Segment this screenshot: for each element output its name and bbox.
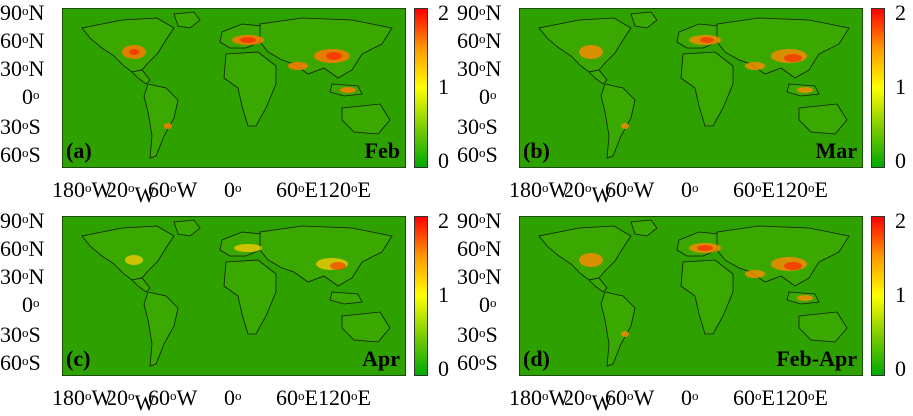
y-tick-label: 30oS — [457, 114, 498, 139]
colorbar — [414, 216, 428, 376]
y-tick-label: 0o — [22, 292, 40, 317]
colorbar-tick-label: 1 — [895, 74, 906, 99]
x-tick-label: 60oW — [148, 177, 198, 202]
y-tick-label: 60oS — [457, 142, 498, 167]
world-map — [519, 216, 863, 376]
colorbar-tick-label: 2 — [438, 208, 449, 233]
map-panel-d: 90oN 60oN 30oN 0o 30oS 60oS (d) Feb-Apr … — [457, 208, 913, 416]
y-tick-label: 30oN — [0, 56, 45, 81]
colorbar-tick-label: 0 — [438, 148, 449, 173]
colorbar — [871, 216, 885, 376]
y-tick-label: 60oS — [0, 142, 41, 167]
colorbar-tick-label: 0 — [895, 356, 906, 381]
x-tick-label: 120oW — [565, 386, 613, 415]
x-tick-label: 180oW — [52, 385, 113, 410]
world-map — [62, 8, 406, 168]
y-tick-label: 0o — [479, 292, 497, 317]
y-tick-label: 30oS — [0, 114, 41, 139]
y-tick-label: 90oN — [0, 0, 45, 25]
y-tick-label: 60oS — [0, 350, 41, 375]
x-tick-label: 120oW — [108, 386, 156, 415]
y-tick-label: 0o — [479, 84, 497, 109]
y-tick-label: 60oN — [457, 236, 502, 261]
x-tick-label: 120oE — [775, 177, 828, 202]
x-tick-label: 120oW — [108, 178, 156, 207]
x-tick-label: 60oE — [733, 177, 775, 202]
month-label: Feb-Apr — [776, 346, 857, 371]
panel-label: (a) — [66, 138, 92, 163]
y-tick-label: 30oN — [457, 56, 502, 81]
y-tick-label: 60oS — [457, 350, 498, 375]
panel-label: (b) — [523, 138, 550, 163]
x-tick-label: 120oW — [565, 178, 613, 207]
x-tick-label: 180oW — [509, 177, 570, 202]
y-tick-label: 30oN — [457, 264, 502, 289]
y-tick-label: 30oS — [0, 322, 41, 347]
map-panel-b: 90oN 60oN 30oN 0o 30oS 60oS (b) Mar 2 1 … — [457, 0, 913, 208]
x-tick-label: 0o — [224, 385, 242, 410]
colorbar-tick-label: 2 — [438, 0, 449, 25]
x-tick-label: 180oW — [509, 385, 570, 410]
panel-label: (d) — [523, 346, 550, 371]
x-tick-label: 0o — [224, 177, 242, 202]
colorbar-tick-label: 0 — [895, 148, 906, 173]
y-tick-label: 90oN — [457, 208, 502, 233]
x-tick-label: 60oE — [733, 385, 775, 410]
colorbar — [871, 8, 885, 168]
month-label: Feb — [364, 138, 400, 163]
y-tick-label: 0o — [22, 84, 40, 109]
x-tick-label: 120oE — [775, 385, 828, 410]
x-tick-label: 60oW — [148, 385, 198, 410]
month-label: Mar — [815, 138, 857, 163]
colorbar-tick-label: 2 — [895, 0, 906, 25]
world-map — [62, 216, 406, 376]
x-tick-label: 60oE — [276, 177, 318, 202]
month-label: Apr — [362, 346, 400, 371]
colorbar-tick-label: 1 — [438, 74, 449, 99]
panel-label: (c) — [66, 346, 91, 371]
world-map — [519, 8, 863, 168]
colorbar — [414, 8, 428, 168]
colorbar-tick-label: 1 — [438, 282, 449, 307]
x-tick-label: 0o — [681, 385, 699, 410]
x-tick-label: 180oW — [52, 177, 113, 202]
colorbar-tick-label: 2 — [895, 208, 906, 233]
y-tick-label: 90oN — [0, 208, 45, 233]
x-tick-label: 0o — [681, 177, 699, 202]
y-tick-label: 30oN — [0, 264, 45, 289]
map-panel-a: 90oN 60oN 30oN 0o 30oS 60oS (a) Feb 2 1 … — [0, 0, 456, 208]
x-tick-label: 120oE — [318, 177, 371, 202]
colorbar-tick-label: 0 — [438, 356, 449, 381]
x-tick-label: 60oW — [605, 385, 655, 410]
y-tick-label: 90oN — [457, 0, 502, 25]
y-tick-label: 30oS — [457, 322, 498, 347]
map-panel-c: 90oN 60oN 30oN 0o 30oS 60oS (c) Apr 2 1 … — [0, 208, 456, 416]
x-tick-label: 60oW — [605, 177, 655, 202]
x-tick-label: 120oE — [318, 385, 371, 410]
x-tick-label: 60oE — [276, 385, 318, 410]
y-tick-label: 60oN — [457, 28, 502, 53]
y-tick-label: 60oN — [0, 28, 45, 53]
colorbar-tick-label: 1 — [895, 282, 906, 307]
y-tick-label: 60oN — [0, 236, 45, 261]
